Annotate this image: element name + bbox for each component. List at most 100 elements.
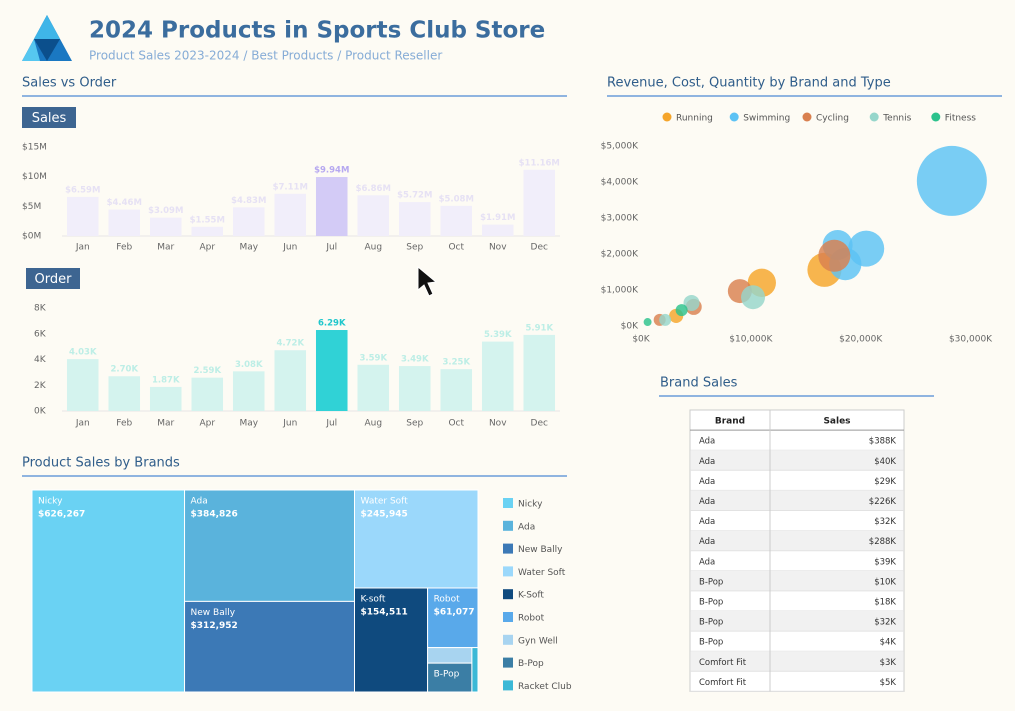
bar — [398, 202, 431, 236]
tile-label: K-soft — [361, 594, 386, 604]
table-cell: $3K — [880, 658, 897, 668]
data-label: $1.55M — [190, 215, 225, 225]
bar — [523, 334, 556, 411]
data-label: 3.49K — [401, 355, 429, 365]
table-cell: $226K — [869, 497, 897, 507]
page-title: 2024 Products in Sports Club Store — [89, 18, 545, 44]
data-label: 6.29K — [318, 319, 346, 329]
bar — [357, 195, 390, 236]
bar — [315, 177, 348, 236]
data-label: 3.08K — [235, 360, 263, 370]
table-cell: Ada — [699, 537, 715, 547]
x-tick-label: $0K — [632, 335, 650, 345]
table-cell: B-Pop — [699, 618, 723, 628]
x-tick-label: Aug — [364, 243, 382, 253]
x-tick-label: Mar — [157, 243, 174, 253]
page-subtitle: Product Sales 2023-2024 / Best Products … — [89, 49, 442, 63]
y-tick-label: $4,000K — [601, 178, 639, 188]
bar — [108, 376, 141, 411]
x-tick-label: Nov — [489, 243, 507, 253]
x-tick-label: Jul — [325, 419, 337, 429]
table-cell: $388K — [869, 437, 897, 447]
x-tick-label: Jan — [75, 243, 90, 253]
x-tick-label: Jun — [282, 419, 297, 429]
legend-label: Swimming — [743, 114, 790, 124]
tile-label: Ada — [191, 497, 208, 507]
table-cell: B-Pop — [699, 638, 723, 648]
x-tick-label: Apr — [199, 419, 215, 429]
x-tick-label: Dec — [531, 243, 548, 253]
legend-swatch — [503, 498, 513, 508]
table-cell: Comfort Fit — [699, 678, 747, 688]
legend-label: Tennis — [882, 114, 911, 124]
data-label: $6.59M — [65, 185, 100, 195]
bar — [191, 377, 224, 411]
bar — [440, 369, 473, 411]
y-tick-label: $1,000K — [601, 286, 639, 296]
section-title: Brand Sales — [660, 376, 738, 391]
table-cell: $32K — [874, 618, 896, 628]
section-title: Sales vs Order — [22, 76, 117, 91]
table-header: Brand — [715, 417, 745, 427]
legend-swatch — [503, 543, 513, 554]
bar — [191, 226, 224, 236]
bar — [149, 386, 182, 411]
y-tick-label: $3,000K — [601, 214, 639, 224]
data-label: 2.59K — [193, 366, 221, 376]
x-tick-label: May — [239, 419, 258, 429]
treemap-tile — [184, 600, 356, 693]
table-cell: Ada — [699, 497, 715, 507]
y-tick-label: $0M — [22, 232, 41, 242]
treemap-tile — [184, 489, 356, 602]
legend-swatch — [729, 112, 739, 122]
data-label: $5.08M — [439, 194, 474, 204]
tile-value: $245,945 — [361, 510, 408, 520]
bubble — [683, 294, 700, 311]
x-tick-label: Jan — [75, 419, 90, 429]
bar — [274, 193, 307, 236]
bar — [398, 366, 431, 411]
data-label: 5.39K — [484, 330, 512, 340]
legend-label: Water Soft — [518, 568, 566, 578]
tile-value: $384,826 — [191, 510, 238, 520]
data-label: 4.72K — [276, 339, 304, 349]
legend-swatch — [869, 112, 879, 122]
x-tick-label: Feb — [116, 419, 132, 429]
x-tick-label: Oct — [448, 419, 464, 429]
tile-value: $312,952 — [191, 621, 238, 631]
table-cell: $29K — [874, 477, 896, 487]
bar — [149, 217, 182, 236]
data-label: $6.86M — [356, 184, 391, 194]
legend-label: Running — [676, 114, 713, 124]
table-row-band — [691, 570, 903, 591]
bubble — [643, 318, 652, 327]
bar — [481, 224, 514, 236]
chart-label: Order — [35, 272, 73, 287]
bar — [481, 341, 514, 411]
table-cell: B-Pop — [699, 577, 723, 587]
legend-swatch — [802, 112, 812, 122]
chart-label: Sales — [32, 111, 67, 126]
x-tick-label: Sep — [406, 243, 423, 253]
data-label: 5.91K — [525, 323, 553, 333]
x-tick-label: Oct — [448, 243, 464, 253]
x-tick-label: Nov — [489, 419, 507, 429]
legend-swatch — [503, 680, 513, 691]
bar — [357, 364, 390, 411]
tile-value: $154,511 — [361, 607, 408, 617]
table-row-band — [691, 651, 903, 672]
legend-label: B-Pop — [518, 659, 544, 669]
tile-label: Water Soft — [361, 497, 409, 507]
data-label: $9.94M — [314, 166, 349, 176]
table-row-band — [691, 490, 903, 511]
bar — [108, 209, 141, 236]
legend-swatch — [931, 112, 941, 122]
legend-swatch — [503, 634, 513, 645]
table-cell: $288K — [869, 537, 897, 547]
data-label: 3.25K — [442, 358, 470, 368]
x-tick-label: Aug — [364, 419, 382, 429]
bar — [66, 196, 99, 236]
x-tick-label: May — [239, 243, 258, 253]
treemap-tile — [471, 647, 479, 693]
